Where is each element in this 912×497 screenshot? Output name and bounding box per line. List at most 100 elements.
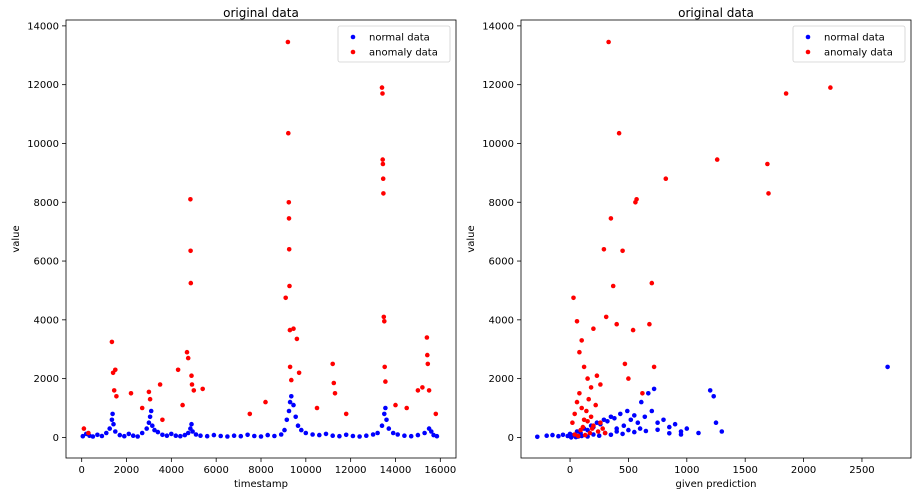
data-point	[621, 423, 627, 429]
data-point	[380, 176, 386, 181]
y-tick-label: 8000	[34, 198, 59, 209]
data-point	[332, 391, 338, 396]
data-point	[535, 434, 540, 440]
legend-label: normal data	[824, 33, 885, 44]
data-point	[81, 426, 87, 431]
y-tick-label: 12000	[482, 80, 514, 91]
data-point	[285, 39, 291, 45]
data-point	[160, 417, 165, 423]
data-point	[310, 432, 315, 437]
legend-marker	[350, 49, 356, 55]
data-point	[608, 414, 614, 420]
data-point	[582, 432, 588, 438]
data-point	[90, 434, 96, 439]
data-point	[357, 434, 362, 439]
data-point	[272, 433, 277, 439]
data-point	[415, 432, 421, 438]
data-point	[585, 376, 590, 381]
data-point	[598, 420, 603, 426]
data-point	[661, 417, 666, 423]
data-point	[643, 428, 649, 434]
data-point	[95, 432, 100, 438]
data-point	[783, 91, 789, 96]
data-point	[634, 197, 639, 202]
legend-label: anomaly data	[369, 48, 438, 59]
data-point	[714, 157, 720, 162]
data-point	[245, 432, 250, 438]
data-point	[291, 326, 296, 332]
data-point	[182, 432, 188, 438]
data-point	[625, 408, 630, 414]
data-point	[572, 411, 577, 417]
data-point	[294, 336, 300, 342]
data-point	[568, 435, 574, 440]
series-normal	[80, 394, 440, 439]
y-tick-label: 4000	[34, 315, 59, 326]
data-point	[612, 416, 617, 421]
data-point	[602, 430, 608, 436]
data-point	[185, 430, 191, 436]
data-point	[589, 426, 595, 431]
plot-frame	[65, 19, 457, 459]
data-point	[429, 429, 434, 434]
data-point	[584, 408, 589, 414]
data-point	[122, 433, 127, 439]
data-point	[193, 432, 199, 437]
data-point	[663, 176, 669, 181]
x-tick-label: 12000	[335, 465, 367, 476]
data-point	[150, 423, 155, 429]
data-point	[591, 326, 596, 332]
data-point	[200, 386, 205, 392]
data-point	[144, 426, 149, 431]
data-point	[379, 423, 385, 429]
data-point	[139, 430, 145, 436]
data-point	[263, 399, 268, 405]
data-point	[591, 432, 596, 437]
y-tick-label: 6000	[34, 257, 59, 268]
data-point	[626, 376, 631, 381]
data-point	[289, 394, 294, 399]
x-axis-label: timestamp	[234, 479, 288, 490]
x-tick-label: 16000	[424, 465, 456, 476]
data-point	[404, 405, 410, 411]
data-point	[126, 431, 132, 437]
series-anomaly	[570, 39, 833, 439]
data-point	[380, 157, 386, 162]
data-point	[296, 370, 302, 376]
data-point	[649, 280, 655, 286]
data-point	[601, 417, 607, 423]
data-point	[287, 283, 292, 289]
y-tick-label: 0	[508, 433, 514, 444]
data-point	[284, 417, 290, 423]
data-point	[586, 396, 591, 402]
data-point	[189, 382, 195, 387]
data-point	[155, 429, 161, 435]
data-point	[579, 405, 584, 411]
data-point	[191, 388, 197, 393]
data-point	[614, 429, 619, 434]
data-point	[299, 427, 304, 433]
data-point	[601, 247, 607, 252]
legend-marker	[805, 34, 811, 40]
y-tick-label: 4000	[489, 315, 514, 326]
data-point	[711, 394, 716, 399]
data-point	[646, 391, 651, 396]
data-point	[635, 420, 641, 426]
data-point	[655, 427, 660, 433]
data-point	[655, 420, 660, 426]
y-tick-label: 2000	[489, 374, 514, 385]
chart-title: original data	[678, 6, 754, 20]
data-point	[579, 433, 584, 439]
data-point	[593, 402, 598, 408]
data-point	[630, 327, 636, 333]
data-point	[570, 420, 575, 426]
data-point	[160, 432, 165, 438]
data-point	[113, 429, 118, 434]
data-point	[766, 191, 771, 196]
data-point	[113, 367, 118, 373]
data-point	[147, 414, 153, 420]
x-tick-label: 2000	[114, 465, 139, 476]
right-chart: 0 500 1000 1500 2000 2500 0 2000 4000 6000 8000 100…	[466, 6, 912, 490]
data-point	[178, 433, 183, 439]
data-point	[622, 361, 628, 367]
